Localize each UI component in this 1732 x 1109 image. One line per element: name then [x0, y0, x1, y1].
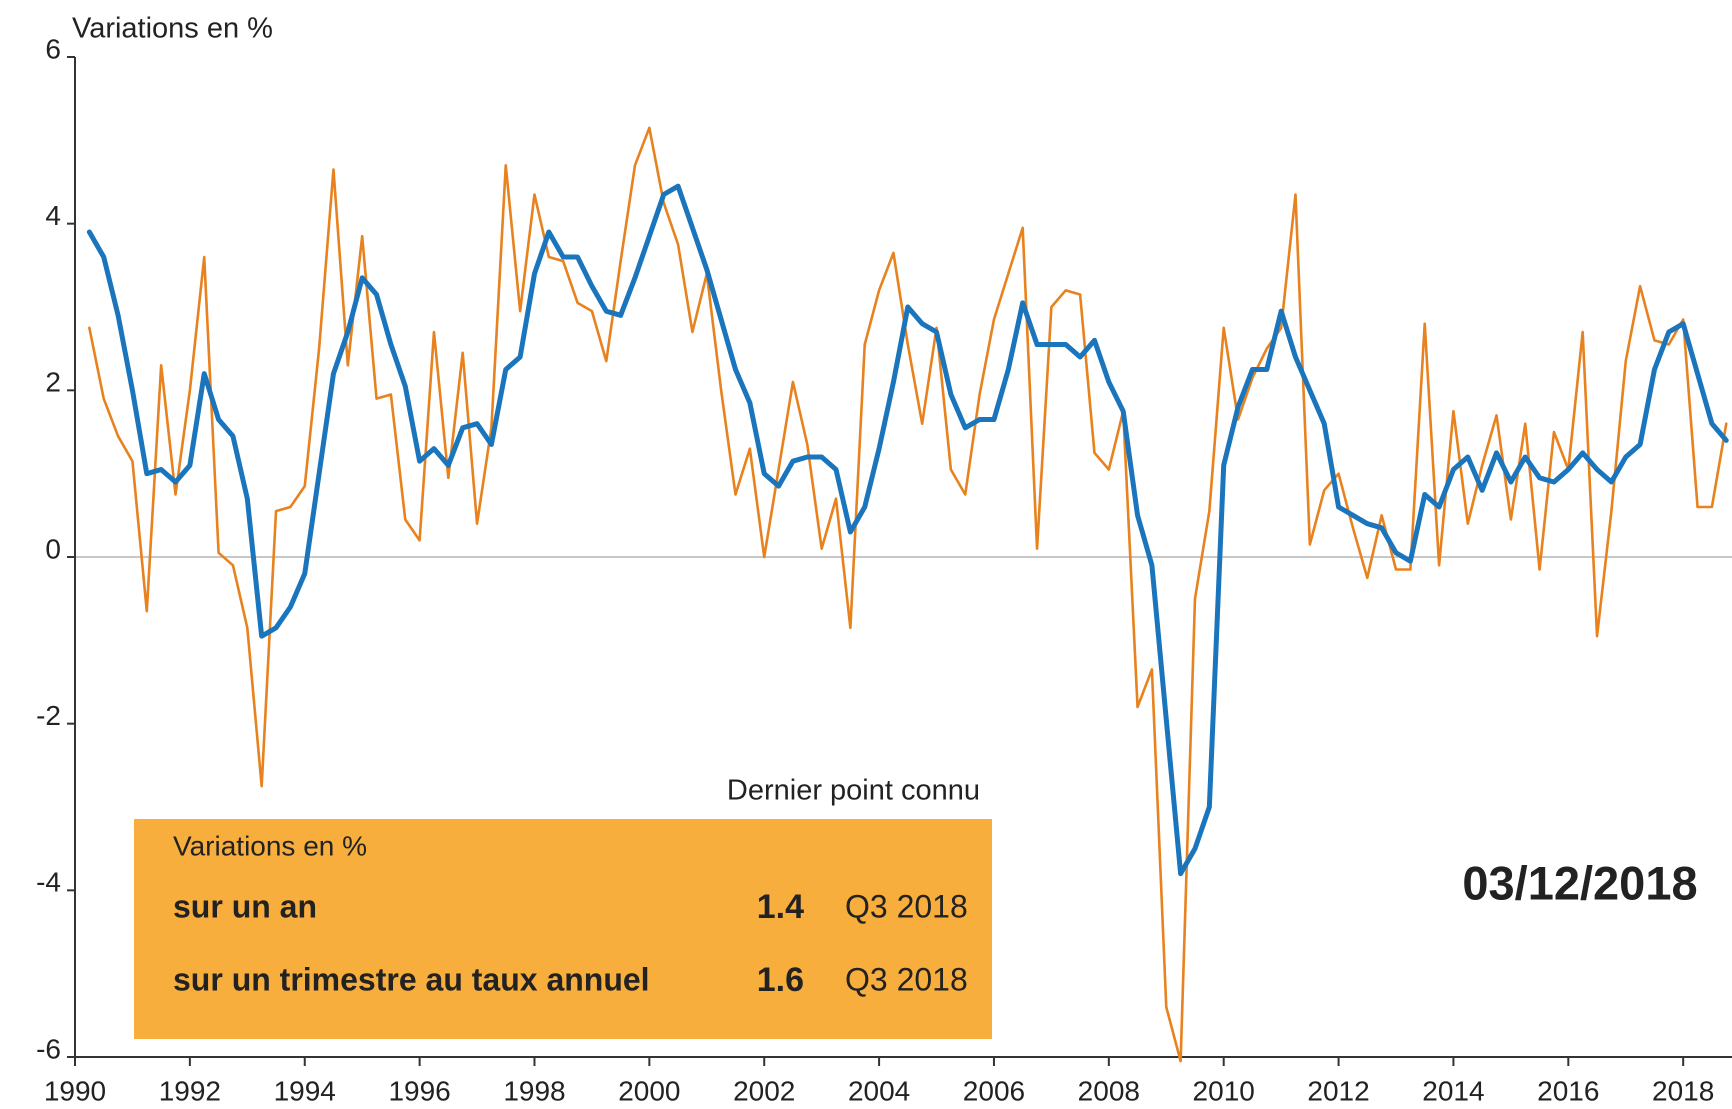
x-tick-label: 1998 — [503, 1075, 565, 1106]
x-tick-label: 2014 — [1422, 1075, 1484, 1106]
x-tick-label: 2016 — [1537, 1075, 1599, 1106]
y-tick-label: -2 — [36, 700, 61, 731]
x-tick-label: 2012 — [1307, 1075, 1369, 1106]
y-tick-label: 6 — [45, 33, 61, 64]
x-tick-label: 2010 — [1193, 1075, 1255, 1106]
x-tick-label: 1994 — [274, 1075, 336, 1106]
x-tick-label: 2002 — [733, 1075, 795, 1106]
legend-title: Variations en % — [173, 830, 367, 861]
x-tick-label: 1990 — [44, 1075, 106, 1106]
x-tick-label: 2000 — [618, 1075, 680, 1106]
series-line — [88, 126, 1728, 1063]
x-tick-label: 2004 — [848, 1075, 910, 1106]
y-tick-label: 0 — [45, 533, 61, 564]
legend-value: 1.4 — [757, 888, 804, 926]
y-tick-label: -6 — [36, 1033, 61, 1064]
legend-header: Dernier point connu — [727, 775, 980, 807]
series-line — [86, 183, 1729, 877]
legend-box — [134, 819, 992, 1039]
y-axis-label: Variations en % — [72, 13, 273, 45]
legend-name: sur un trimestre au taux annuel — [173, 961, 650, 997]
y-tick-label: 2 — [45, 367, 61, 398]
legend-period: Q3 2018 — [845, 961, 968, 997]
legend-period: Q3 2018 — [845, 888, 968, 924]
legend-name: sur un an — [173, 888, 317, 924]
legend-value: 1.6 — [757, 961, 804, 999]
x-tick-label: 1992 — [159, 1075, 221, 1106]
x-tick-label: 1996 — [388, 1075, 450, 1106]
x-tick-label: 2018 — [1652, 1075, 1714, 1106]
x-tick-label: 2006 — [963, 1075, 1025, 1106]
y-tick-label: -4 — [36, 867, 61, 898]
x-tick-label: 2008 — [1078, 1075, 1140, 1106]
date-stamp: 03/12/2018 — [1462, 856, 1697, 909]
y-tick-label: 4 — [45, 200, 61, 231]
